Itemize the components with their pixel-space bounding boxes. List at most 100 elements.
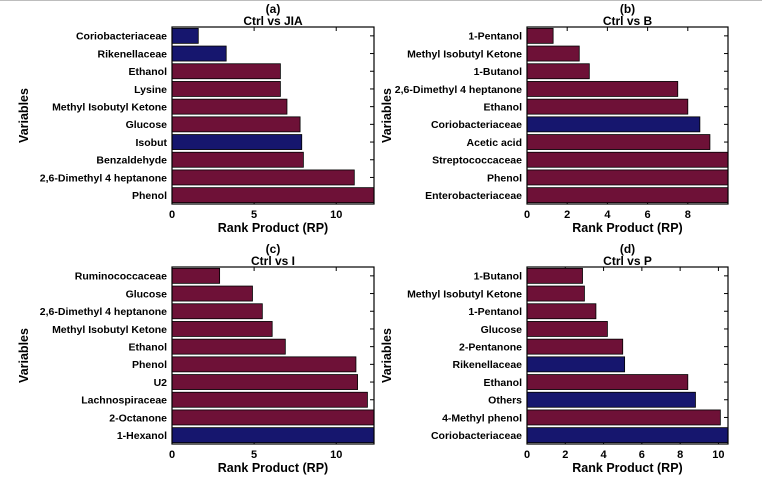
category-label: 1-Butanol xyxy=(474,66,522,78)
category-label: 2,6-Dimethyl 4 heptanone xyxy=(395,84,522,96)
category-label: Coriobacteriaceae xyxy=(431,430,522,442)
category-label: 4-Methyl phenol xyxy=(442,412,522,424)
x-axis-label: Rank Product (RP) xyxy=(572,461,682,475)
category-label: Lysine xyxy=(134,84,167,96)
panel-title: Ctrl vs JIA xyxy=(243,14,303,28)
bar-u2 xyxy=(171,374,358,390)
category-label: Methyl Isobutyl Ketone xyxy=(52,101,167,113)
bar-2-6-dimethyl-4-heptanone xyxy=(171,303,263,320)
panel-a-chart: 0 5 10 Coriobacteriaceae Rikenellaceae Ethano… xyxy=(17,2,375,235)
panel-label: (a) xyxy=(266,2,281,16)
bar-ethanol xyxy=(526,98,689,115)
x-tick-label: 8 xyxy=(677,449,683,461)
plot-frame xyxy=(526,26,729,205)
category-label: Phenol xyxy=(487,172,522,184)
category-label: Phenol xyxy=(132,359,167,371)
bar-others xyxy=(526,391,696,408)
panel-title: Ctrl vs B xyxy=(603,14,653,28)
category-label: Acetic acid xyxy=(467,137,522,149)
category-label: U2 xyxy=(154,377,168,389)
bar-ethanol xyxy=(171,338,286,355)
category-label: Ethanol xyxy=(129,66,168,78)
x-tick-label: 4 xyxy=(601,449,608,461)
category-label: Coriobacteriaceae xyxy=(431,119,522,131)
bar-streptococcaceae xyxy=(526,151,729,168)
bar-1-pentanol xyxy=(526,303,597,320)
x-tick-label: 0 xyxy=(169,449,175,461)
x-tick-label: 10 xyxy=(330,209,342,221)
y-axis-label: Variables xyxy=(17,88,31,143)
category-label: 2,6-Dimethyl 4 heptanone xyxy=(40,172,167,184)
bar-2-6-dimethyl-4-heptanone xyxy=(526,81,679,97)
x-tick-label: 6 xyxy=(639,449,645,461)
bar-1-pentanol xyxy=(526,27,554,44)
category-label: Benzaldehyde xyxy=(96,155,167,167)
category-label: Isobut xyxy=(136,137,168,149)
bar-1-hexanol xyxy=(171,427,375,444)
bar-coriobacteriaceae xyxy=(171,27,199,44)
panel-title: Ctrl vs P xyxy=(603,254,652,268)
category-label: 2-Pentanone xyxy=(459,341,522,353)
bar-glucose xyxy=(526,321,608,337)
bar-ruminococcaceae xyxy=(171,267,221,284)
panel-label: (c) xyxy=(266,242,281,256)
bar-methyl-isobutyl-ketone xyxy=(526,285,585,302)
x-tick-label: 10 xyxy=(330,449,342,461)
category-label: Methyl Isobutyl Ketone xyxy=(407,48,522,60)
x-axis-label: Rank Product (RP) xyxy=(218,221,328,235)
x-tick-label: 6 xyxy=(645,209,651,221)
bar-phenol xyxy=(526,169,729,186)
x-tick-label: 2 xyxy=(564,209,570,221)
category-label: Enterobacteriaceae xyxy=(425,190,522,202)
category-label: Rikenellaceae xyxy=(98,48,168,60)
bar-2-octanone xyxy=(171,409,375,426)
bar-methyl-isobutyl-ketone xyxy=(171,98,288,115)
category-label: Methyl Isobutyl Ketone xyxy=(52,324,167,336)
category-label: 1-Pentanol xyxy=(468,31,522,43)
category-label: Ethanol xyxy=(129,341,168,353)
x-tick-label: 8 xyxy=(685,209,691,221)
category-label: Streptococcaceae xyxy=(432,155,522,167)
bar-1-butanol xyxy=(526,63,590,80)
bar-benzaldehyde xyxy=(171,151,304,168)
bar-methyl-isobutyl-ketone xyxy=(526,45,580,62)
bar-acetic-acid xyxy=(526,134,711,150)
x-tick-label: 4 xyxy=(604,209,611,221)
y-axis-label: Variables xyxy=(381,328,394,383)
panel-title: Ctrl vs I xyxy=(251,254,295,268)
bar-coriobacteriaceae xyxy=(526,427,729,444)
bar-phenol xyxy=(171,356,357,373)
category-label: Glucose xyxy=(126,288,168,300)
y-axis-label: Variables xyxy=(17,328,31,383)
x-tick-label: 5 xyxy=(251,209,257,221)
plot-frame xyxy=(526,266,729,445)
x-tick-label: 0 xyxy=(169,209,175,221)
bar-isobut xyxy=(171,134,303,150)
bar-rikenellaceae xyxy=(526,356,626,373)
category-label: 1-Hexanol xyxy=(117,430,167,442)
bar-glucose xyxy=(171,285,253,302)
bar-2-pentanone xyxy=(526,338,624,355)
bar-2-6-dimethyl-4-heptanone xyxy=(171,169,355,186)
x-tick-label: 0 xyxy=(524,449,530,461)
bar-4-methyl-phenol xyxy=(526,409,721,426)
x-tick-label: 0 xyxy=(524,209,530,221)
x-axis-label: Rank Product (RP) xyxy=(572,221,682,235)
category-label: 1-Butanol xyxy=(474,271,522,283)
x-tick-label: 2 xyxy=(562,449,568,461)
category-label: Ruminococcaceae xyxy=(75,271,167,283)
panel-c-chart: 0 5 10 Ruminococcaceae Glucose 2,6-Dimethyl 4… xyxy=(17,242,375,475)
bar-lysine xyxy=(171,81,281,97)
category-label: Glucose xyxy=(126,119,168,131)
category-label: 2-Octanone xyxy=(109,412,167,424)
bar-rikenellaceae xyxy=(171,45,227,62)
panel-d-chart: 0 2 4 6 8 10 1-Butanol Methyl Isobutyl Ketone 1-… xyxy=(381,242,729,475)
category-label: Glucose xyxy=(481,324,523,336)
panel-label: (b) xyxy=(620,2,635,16)
category-label: Ethanol xyxy=(484,101,523,113)
panel-label: (d) xyxy=(620,242,635,256)
bar-glucose xyxy=(171,116,301,133)
plot-frame xyxy=(171,266,375,445)
x-axis-label: Rank Product (RP) xyxy=(218,461,328,475)
